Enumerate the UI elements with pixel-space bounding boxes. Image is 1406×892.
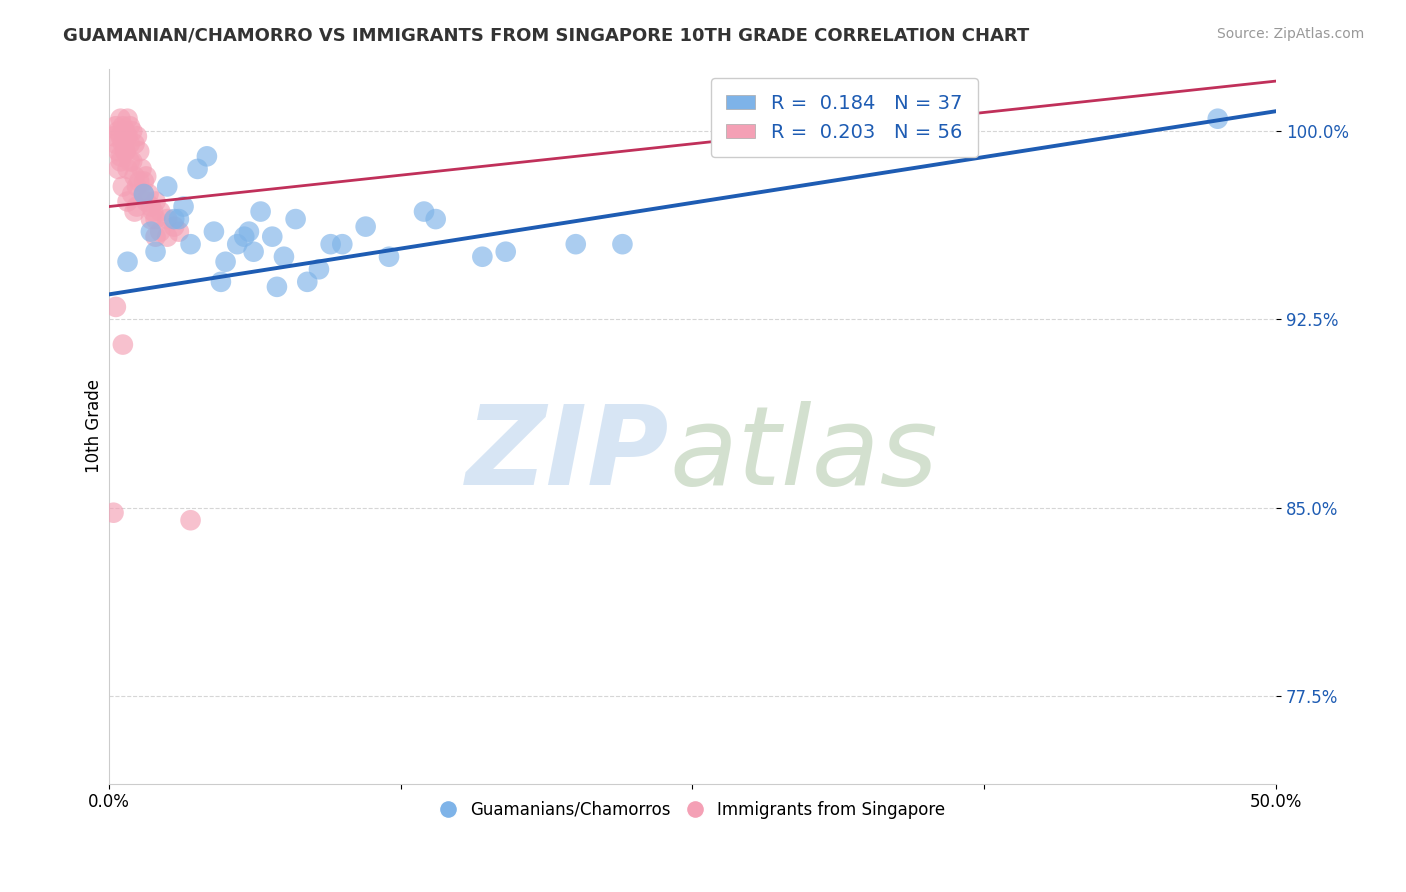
Point (117, 112, 139, 126)
Point (156, 179, 179, 194)
Point (214, 254, 236, 268)
Point (139, 225, 162, 239)
Point (138, 186, 160, 201)
Point (495, 244, 517, 259)
Point (110, 129, 132, 144)
Point (202, 225, 225, 239)
Point (145, 212, 167, 227)
Point (111, 120, 134, 134)
Point (163, 219, 186, 234)
Point (149, 204, 172, 219)
Point (139, 200, 162, 214)
Text: GUAMANIAN/CHAMORRO VS IMMIGRANTS FROM SINGAPORE 10TH GRADE CORRELATION CHART: GUAMANIAN/CHAMORRO VS IMMIGRANTS FROM SI… (63, 27, 1029, 45)
Point (145, 229, 167, 244)
Point (125, 179, 148, 194)
Point (125, 129, 148, 144)
Point (132, 186, 155, 201)
Point (135, 194, 157, 209)
Point (110, 154, 132, 169)
Point (110, 112, 132, 126)
Point (180, 237, 202, 252)
Point (114, 124, 136, 138)
Point (117, 161, 139, 176)
Point (132, 174, 155, 188)
Point (103, 506, 125, 520)
Point (103, 129, 125, 144)
Point (413, 204, 436, 219)
Point (117, 129, 139, 144)
Point (187, 161, 209, 176)
Text: Source: ZipAtlas.com: Source: ZipAtlas.com (1216, 27, 1364, 41)
Point (308, 262, 330, 277)
Point (262, 229, 284, 244)
Point (167, 212, 190, 227)
Point (104, 136, 127, 151)
Point (238, 225, 260, 239)
Point (266, 280, 288, 294)
Point (180, 513, 202, 527)
Point (111, 136, 134, 151)
Point (111, 179, 134, 194)
Point (156, 212, 179, 227)
Point (233, 229, 256, 244)
Point (124, 136, 146, 151)
Point (167, 225, 190, 239)
Point (132, 186, 155, 201)
Point (209, 275, 232, 289)
Point (114, 145, 136, 159)
Point (131, 161, 153, 176)
Point (330, 237, 353, 252)
Point (104, 120, 127, 134)
Point (139, 212, 162, 227)
Point (845, 104, 868, 119)
Point (319, 237, 342, 252)
Point (118, 120, 141, 134)
Text: ZIP: ZIP (465, 401, 669, 508)
Y-axis label: 10th Grade: 10th Grade (86, 379, 103, 473)
Point (297, 275, 319, 289)
Point (107, 161, 129, 176)
Point (156, 229, 179, 244)
Point (425, 212, 447, 227)
Point (354, 219, 377, 234)
Point (612, 237, 634, 252)
Point (110, 149, 132, 163)
Point (111, 337, 134, 351)
Point (104, 300, 127, 314)
Point (564, 237, 586, 252)
Point (117, 194, 139, 209)
Point (226, 237, 249, 252)
Point (149, 225, 172, 239)
Legend: Guamanians/Chamorros, Immigrants from Singapore: Guamanians/Chamorros, Immigrants from Si… (433, 794, 952, 825)
Point (471, 250, 494, 264)
Point (1206, 112, 1229, 126)
Point (135, 169, 157, 184)
Point (163, 212, 186, 227)
Point (195, 149, 218, 163)
Point (125, 200, 148, 214)
Point (242, 244, 264, 259)
Point (118, 154, 141, 169)
Point (145, 244, 167, 259)
Point (128, 174, 150, 188)
Point (284, 212, 307, 227)
Point (107, 145, 129, 159)
Point (173, 200, 195, 214)
Point (121, 186, 143, 201)
Point (128, 145, 150, 159)
Point (118, 136, 141, 151)
Text: atlas: atlas (669, 401, 938, 508)
Point (142, 204, 165, 219)
Point (117, 254, 139, 268)
Point (124, 204, 146, 219)
Point (114, 145, 136, 159)
Point (378, 250, 401, 264)
Point (124, 169, 146, 184)
Point (249, 204, 271, 219)
Point (145, 194, 167, 209)
Point (273, 250, 295, 264)
Point (107, 124, 129, 138)
Point (121, 124, 143, 138)
Point (121, 154, 143, 169)
